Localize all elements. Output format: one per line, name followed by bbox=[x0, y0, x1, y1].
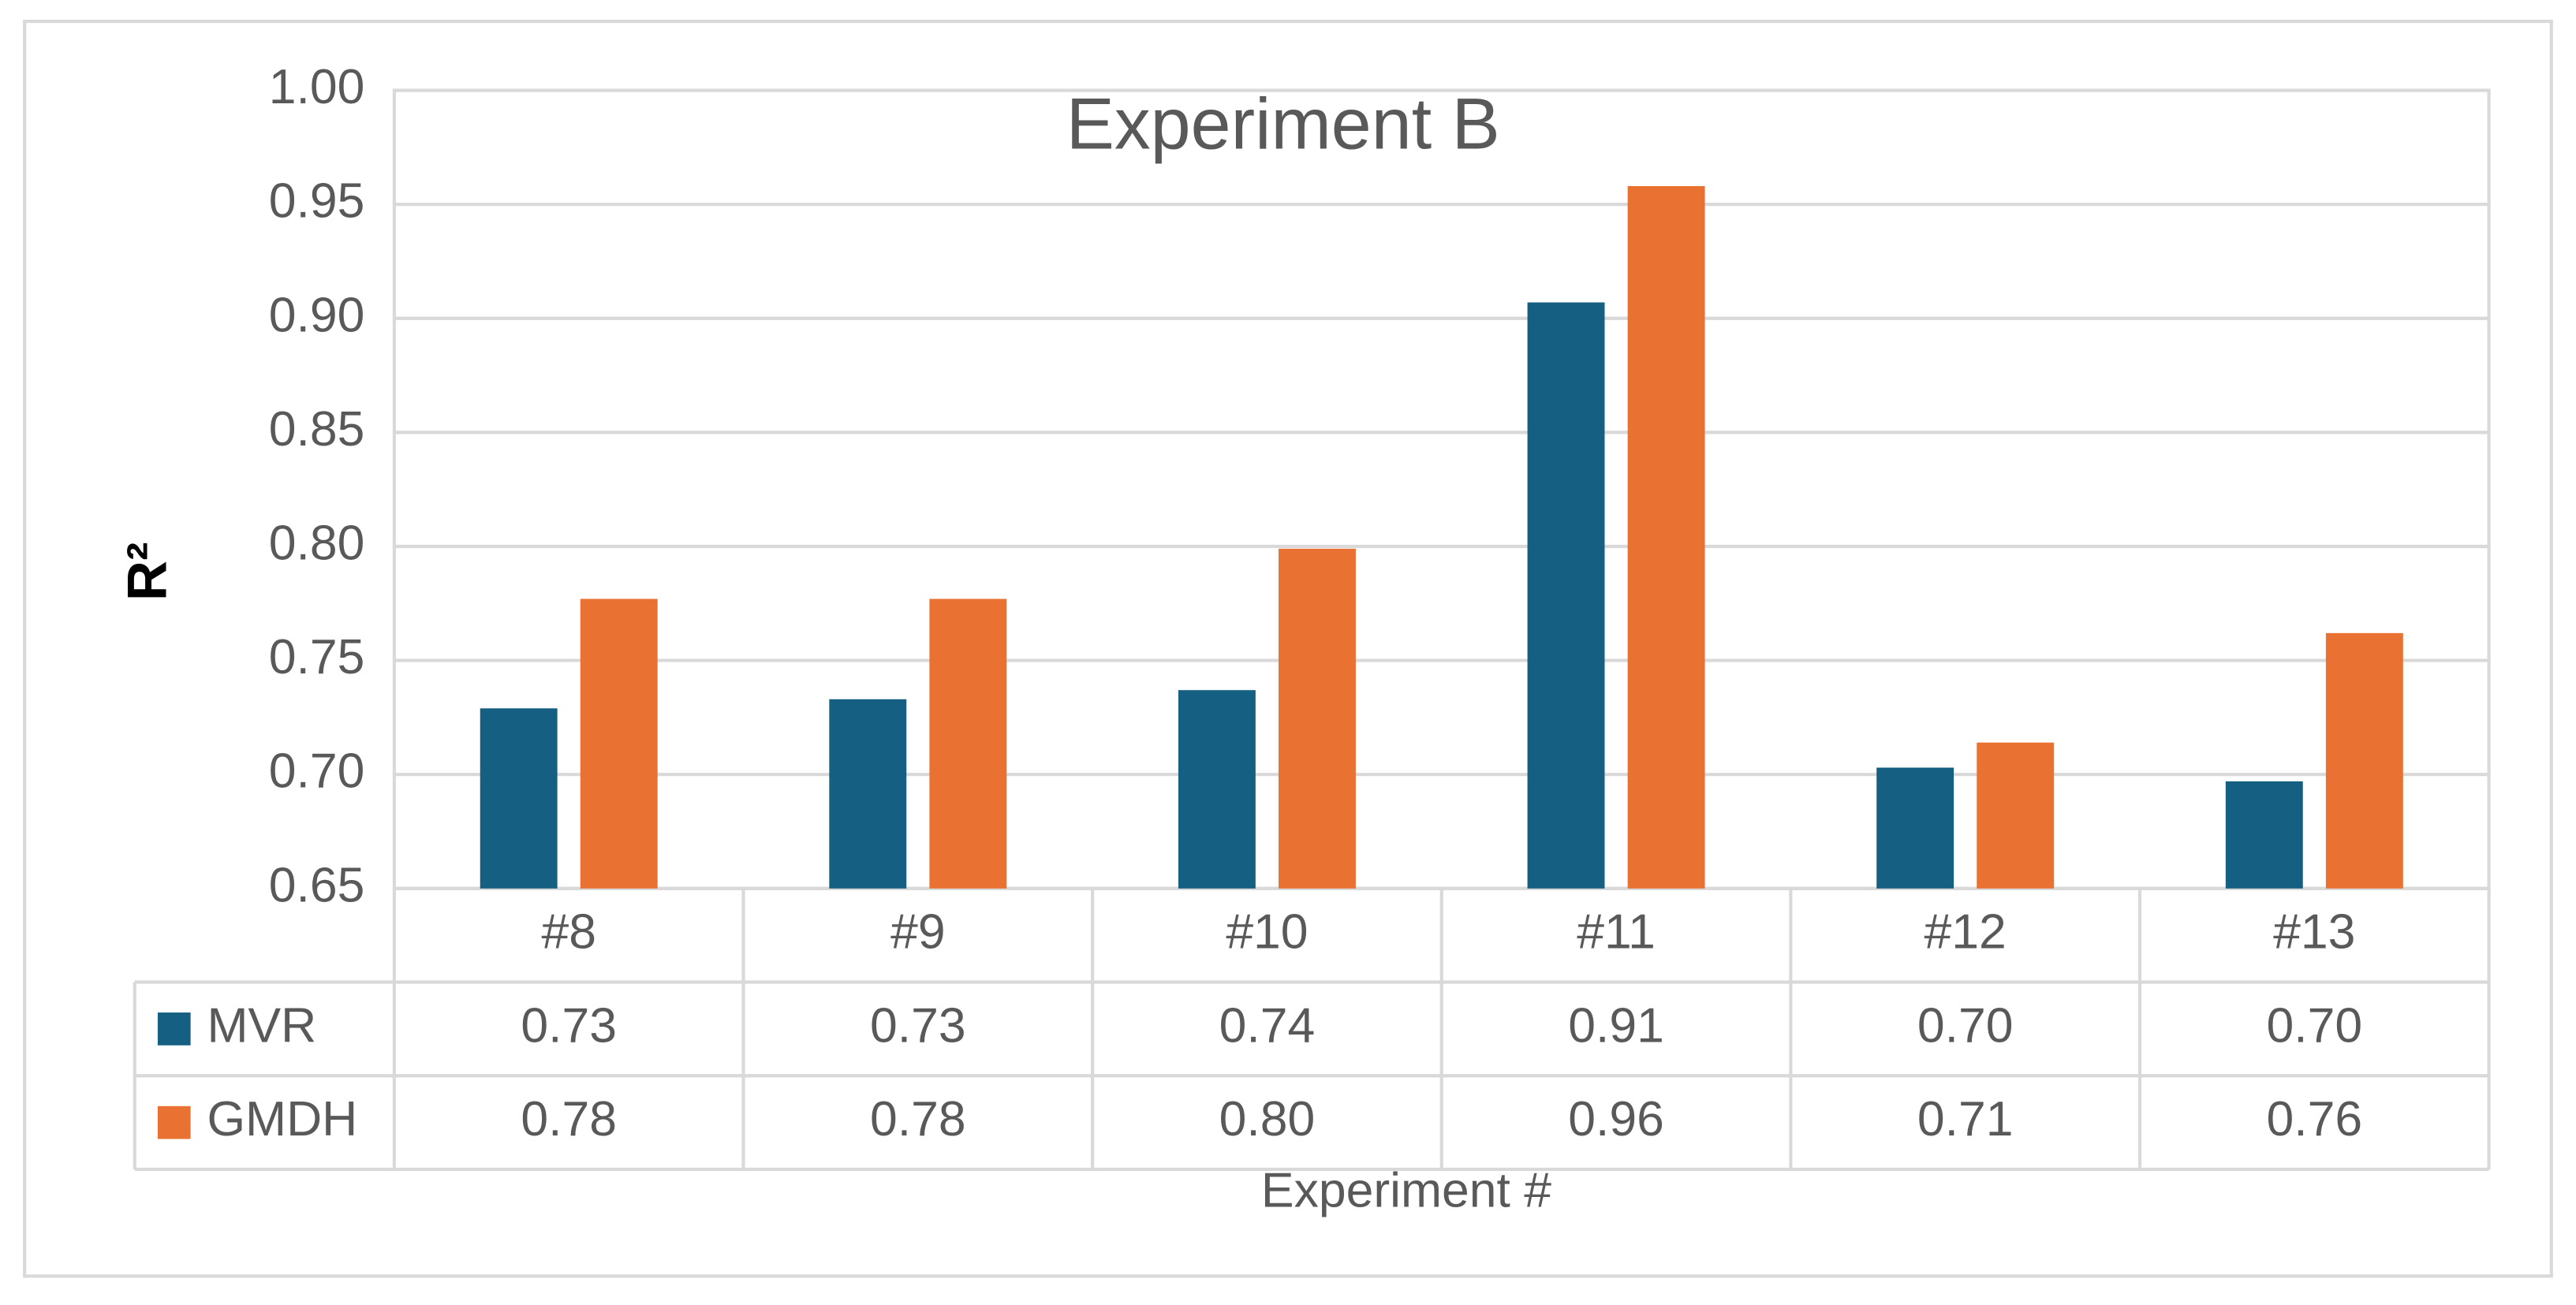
x-tick-label: #9 bbox=[890, 904, 945, 960]
y-tick-label: 0.95 bbox=[269, 173, 365, 229]
table-value: 0.74 bbox=[1219, 997, 1316, 1053]
y-tick-label: 0.90 bbox=[269, 287, 365, 342]
bar bbox=[2325, 632, 2403, 889]
table-value: 0.80 bbox=[1219, 1091, 1316, 1147]
bar bbox=[2225, 781, 2303, 889]
bar bbox=[1279, 548, 1356, 889]
bar bbox=[1527, 302, 1605, 889]
table-value: 0.71 bbox=[1917, 1091, 2014, 1147]
bar bbox=[929, 598, 1007, 889]
y-tick-label: 0.75 bbox=[269, 629, 365, 684]
y-axis-title: R² bbox=[116, 542, 178, 601]
y-tick-label: 0.65 bbox=[269, 857, 365, 912]
table-value: 0.73 bbox=[521, 997, 617, 1053]
bar bbox=[480, 708, 558, 889]
y-tick-label: 0.85 bbox=[269, 401, 365, 457]
table-value: 0.76 bbox=[2266, 1091, 2362, 1147]
legend-label: GMDH bbox=[207, 1091, 357, 1147]
table-value: 0.91 bbox=[1568, 997, 1664, 1053]
table-value: 0.73 bbox=[870, 997, 966, 1053]
table-value: 0.70 bbox=[2266, 997, 2362, 1053]
bar bbox=[1178, 690, 1256, 889]
y-tick-label: 1.00 bbox=[269, 59, 365, 114]
chart-title: Experiment B bbox=[1066, 84, 1500, 165]
bar bbox=[1627, 186, 1705, 889]
x-axis-title: Experiment # bbox=[1261, 1163, 1551, 1218]
table-value: 0.70 bbox=[1917, 997, 2014, 1053]
bar bbox=[829, 699, 907, 889]
x-tick-label: #8 bbox=[541, 904, 595, 960]
table-value: 0.78 bbox=[521, 1091, 617, 1147]
y-tick-label: 0.80 bbox=[269, 515, 365, 570]
legend-swatch bbox=[157, 1012, 191, 1046]
bar bbox=[1876, 767, 1954, 889]
bar bbox=[1977, 742, 2055, 889]
legend-swatch bbox=[157, 1106, 191, 1139]
x-tick-label: #10 bbox=[1226, 904, 1308, 960]
y-tick-label: 0.70 bbox=[269, 744, 365, 799]
table-value: 0.96 bbox=[1568, 1091, 1664, 1147]
table-value: 0.78 bbox=[870, 1091, 966, 1147]
x-tick-label: #11 bbox=[1577, 904, 1656, 960]
x-tick-label: #13 bbox=[2273, 904, 2355, 960]
bar bbox=[580, 598, 658, 889]
legend-label: MVR bbox=[207, 997, 316, 1053]
x-tick-label: #12 bbox=[1925, 904, 2007, 960]
